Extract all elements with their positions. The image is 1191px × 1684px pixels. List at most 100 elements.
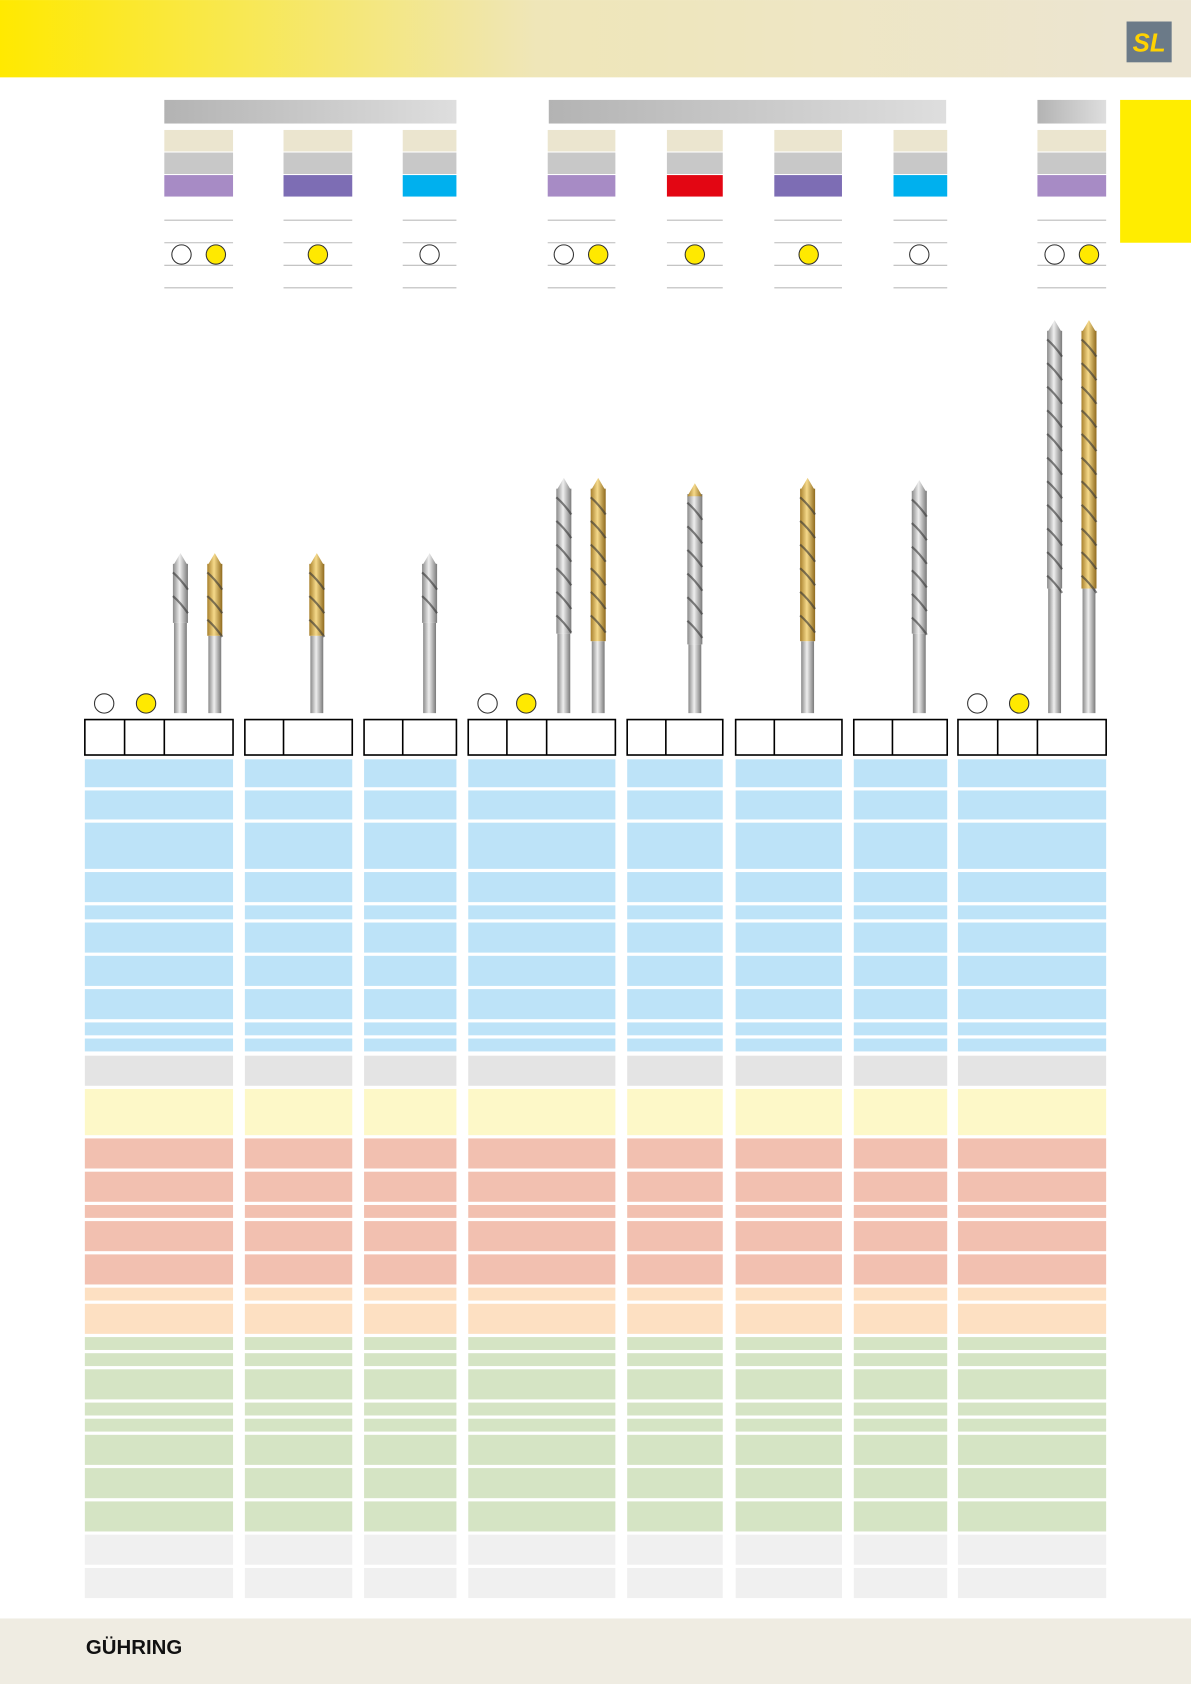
- table-cell: [468, 1221, 616, 1252]
- table-cell: [853, 989, 948, 1020]
- table-cell: [244, 1369, 353, 1400]
- table-cell: [957, 1353, 1107, 1367]
- table-cell: [244, 1418, 353, 1432]
- coating-dot: [967, 693, 988, 714]
- drill-groove: [1046, 574, 1064, 594]
- table-cell: [735, 1055, 842, 1086]
- table-cell: [468, 1369, 616, 1400]
- drill-groove: [1046, 409, 1064, 429]
- table-cell: [84, 1055, 234, 1086]
- table-cell: [364, 1022, 457, 1036]
- side-tab: [1120, 99, 1191, 243]
- drill-groove: [555, 496, 573, 516]
- table-cell: [735, 989, 842, 1020]
- drill-shank: [688, 644, 702, 714]
- table-cell: [244, 1434, 353, 1465]
- table-cell: [244, 1055, 353, 1086]
- table-cell: [364, 872, 457, 903]
- table-cell: [853, 872, 948, 903]
- table-cell: [735, 955, 842, 986]
- table-cell: [853, 822, 948, 869]
- drill-groove: [555, 590, 573, 610]
- drill-groove: [555, 543, 573, 563]
- table-cell: [244, 1204, 353, 1218]
- drill-groove: [1080, 527, 1098, 547]
- coating-dot: [135, 693, 157, 714]
- table-cell: [853, 1418, 948, 1432]
- table-cell: [853, 1337, 948, 1350]
- table-cell: [735, 1418, 842, 1432]
- drill-shank: [310, 635, 324, 714]
- coating-dot: [587, 244, 609, 265]
- table-cell: [735, 822, 842, 869]
- coating-dot: [516, 693, 537, 714]
- drill-groove: [1046, 433, 1064, 452]
- table-cell: [364, 1038, 457, 1052]
- table-cell: [364, 922, 457, 953]
- table-cell: [364, 1534, 457, 1565]
- table-cell: [627, 1369, 723, 1400]
- table-cell: [853, 1353, 948, 1367]
- table-cell: [735, 1434, 842, 1465]
- table-cell: [364, 1287, 457, 1301]
- drill-groove: [1080, 385, 1098, 405]
- drill-groove: [421, 571, 438, 591]
- drill-flute: [172, 563, 188, 623]
- table-cell: [468, 1501, 616, 1532]
- drill-flute: [309, 563, 325, 636]
- table-cell: [735, 1303, 842, 1334]
- table-cell: [84, 790, 234, 820]
- table-cell: [627, 989, 723, 1020]
- table-cell: [364, 1337, 457, 1350]
- coating-dot: [553, 244, 575, 265]
- coating-dot: [477, 693, 498, 714]
- table-cell: [364, 1353, 457, 1367]
- table-cell: [735, 1369, 842, 1400]
- table-cell: [244, 1038, 353, 1052]
- table-cell: [468, 822, 616, 869]
- table-cell: [853, 1369, 948, 1400]
- table-cell: [735, 905, 842, 920]
- coating-dot: [1044, 244, 1065, 265]
- table-cell: [957, 1038, 1107, 1052]
- table-cell: [627, 1402, 723, 1416]
- drill-groove: [172, 571, 189, 591]
- table-cell: [627, 1567, 723, 1599]
- table-cell: [853, 759, 948, 788]
- table-cell: [244, 1221, 353, 1252]
- table-cell: [853, 1534, 948, 1565]
- swatch-color: [547, 175, 616, 197]
- drill-groove: [308, 618, 326, 638]
- drill-flute: [207, 563, 223, 636]
- table-cell: [468, 1287, 616, 1301]
- drill-shank: [423, 622, 437, 714]
- drill-groove: [799, 520, 817, 539]
- drill-groove: [911, 616, 928, 636]
- table-cell: [957, 1287, 1107, 1301]
- table-cell: [853, 1171, 948, 1202]
- brand-logo: GÜHRING: [86, 1636, 182, 1659]
- table-cell: [957, 1022, 1107, 1036]
- drill-shank: [591, 641, 605, 714]
- table-cell: [735, 1337, 842, 1350]
- table-cell: [853, 1204, 948, 1218]
- table-cell: [364, 1138, 457, 1169]
- table-cell: [468, 1254, 616, 1285]
- header-band: [0, 0, 1191, 78]
- swatch-color: [1037, 175, 1107, 197]
- swatch-color: [774, 175, 842, 197]
- table-cell: [244, 1287, 353, 1301]
- table-cell: [627, 1254, 723, 1285]
- table-cell: [627, 1022, 723, 1036]
- table-cell: [244, 1337, 353, 1350]
- drill-groove: [308, 595, 326, 614]
- table-cell: [364, 905, 457, 920]
- table-cell: [735, 922, 842, 953]
- table-cell: [627, 1089, 723, 1136]
- table-cell: [468, 922, 616, 953]
- table-cell: [364, 790, 457, 820]
- drill-groove: [1080, 480, 1098, 499]
- table-cell: [627, 955, 723, 986]
- table-cell: [84, 1221, 234, 1252]
- table-cell: [627, 905, 723, 920]
